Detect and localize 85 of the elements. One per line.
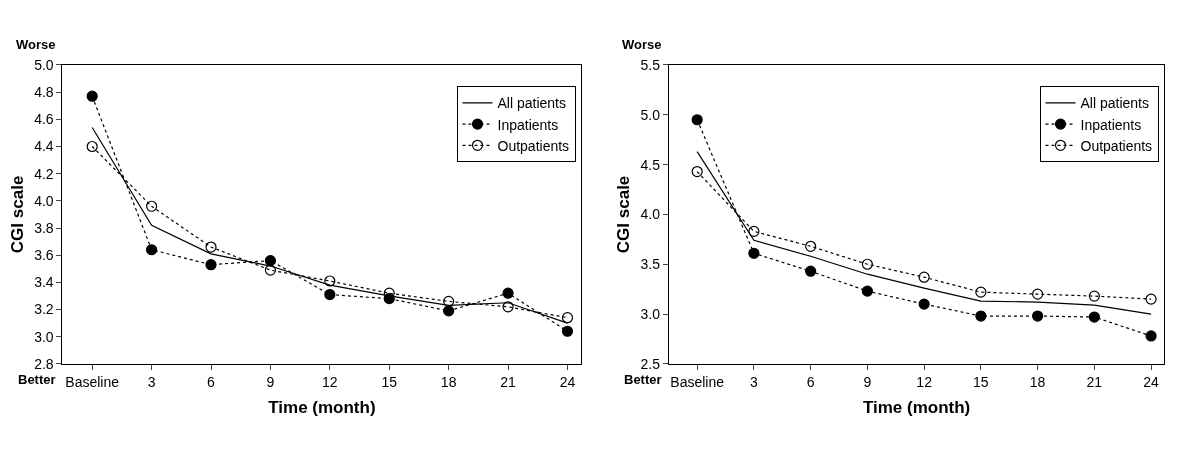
y-tick-label: 4.0: [34, 192, 54, 209]
point: [1145, 330, 1157, 342]
y-tick-label: 3.5: [640, 256, 661, 273]
point: [561, 312, 574, 324]
x-tick-label: Baseline: [65, 373, 120, 390]
point: [748, 247, 760, 259]
x-axis-title: Time (month): [268, 398, 376, 418]
legend-label: Inpatients: [497, 116, 559, 133]
x-tick-label: 6: [207, 373, 216, 390]
point: [1032, 288, 1044, 300]
y-tick-label: 3.8: [34, 219, 54, 236]
x-tick-label: 21: [500, 373, 517, 390]
x-tick-label: 6: [806, 373, 815, 390]
legend-label: Outpatients: [497, 137, 570, 154]
y-tick-label: 4.6: [34, 111, 54, 128]
point: [691, 165, 703, 178]
y-tick-label: 4.5: [640, 156, 661, 173]
point: [1088, 311, 1100, 323]
x-tick-label: 12: [322, 373, 338, 390]
text: Worse: [622, 37, 662, 52]
x-tick-label: 24: [1143, 373, 1160, 390]
y-axis-title: CGI scale: [7, 175, 27, 254]
x-tick-label: Baseline: [670, 373, 725, 390]
y-tick-label: 5.5: [640, 56, 661, 73]
point: [975, 310, 987, 322]
y-tick-label: 2.8: [34, 355, 54, 372]
x-tick-label: 24: [559, 373, 576, 390]
point: [748, 225, 760, 237]
x-tick-label: 12: [916, 373, 933, 390]
x-tick-label: 18: [440, 373, 457, 390]
point: [861, 258, 873, 270]
y-tick-label: 4.2: [34, 165, 54, 182]
point: [1145, 293, 1157, 305]
x-tick-label: 15: [973, 373, 989, 390]
legend-label: All patients: [497, 95, 566, 112]
text: Better: [624, 372, 662, 387]
point: [324, 275, 336, 287]
point: [205, 241, 217, 253]
point: [86, 140, 98, 153]
x-tick-label: 9: [863, 373, 872, 390]
point: [205, 259, 217, 271]
point: [264, 264, 277, 276]
point: [805, 240, 817, 252]
x-tick-label: 18: [1029, 373, 1046, 390]
point: [1088, 290, 1100, 302]
y-tick-label: 4.0: [640, 206, 661, 223]
y-tick-label: 5.0: [34, 56, 54, 73]
x-tick-label: 3: [750, 373, 758, 390]
y-tick-label: 4.4: [34, 138, 54, 155]
y-tick-label: 3.4: [34, 274, 54, 291]
point: [918, 271, 930, 283]
point: [975, 286, 987, 298]
y-tick-label: 5.0: [640, 106, 661, 123]
y-tick-label: 3.2: [34, 301, 54, 318]
point: [145, 244, 158, 256]
legend-label: Outpatients: [1080, 137, 1153, 154]
point: [502, 287, 514, 299]
x-axis-title: Time (month): [862, 398, 971, 418]
y-tick-label: 4.8: [34, 84, 54, 101]
point: [861, 285, 873, 297]
point: [324, 288, 336, 301]
point: [805, 265, 817, 277]
point: [443, 295, 455, 307]
point: [145, 200, 158, 212]
point: [264, 255, 277, 267]
x-tick-label: 15: [381, 373, 398, 390]
legend-label: Inpatients: [1080, 116, 1142, 133]
x-tick-label: 21: [1086, 373, 1103, 390]
point: [1032, 310, 1044, 322]
point: [443, 305, 455, 317]
y-tick-label: 3.0: [640, 305, 661, 322]
y-tick-label: 3.0: [34, 328, 54, 345]
y-axis-title: CGI scale: [614, 175, 634, 254]
point: [502, 301, 514, 313]
legend-label: All patients: [1080, 95, 1149, 112]
point: [918, 298, 930, 310]
point: [86, 90, 98, 102]
text: Better: [18, 372, 56, 387]
x-tick-label: 9: [266, 373, 275, 390]
point: [691, 114, 703, 126]
text: Worse: [16, 37, 56, 52]
y-tick-label: 3.6: [34, 247, 54, 264]
point: [561, 325, 574, 337]
x-tick-label: 3: [147, 373, 156, 390]
y-tick-label: 2.5: [640, 355, 661, 372]
